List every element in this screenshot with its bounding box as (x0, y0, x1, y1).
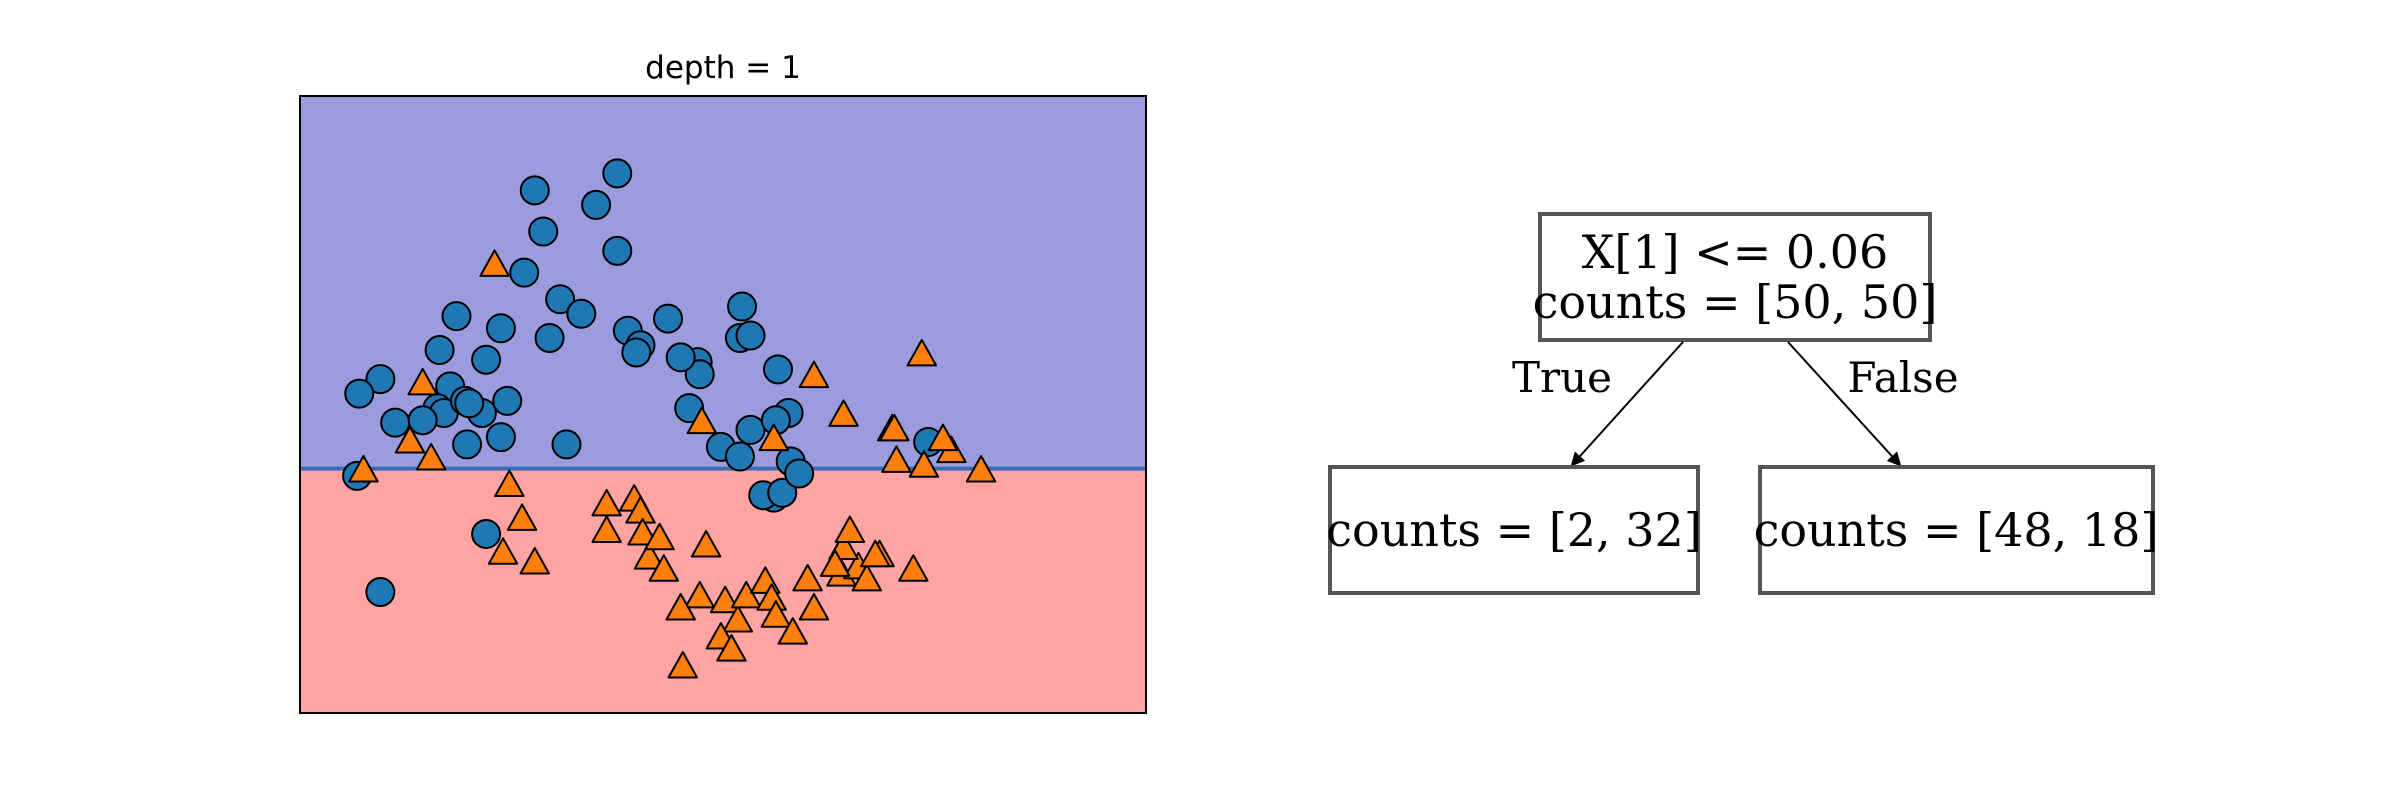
tree-edge-left: True (1512, 341, 1684, 467)
class-1-point (716, 634, 747, 662)
class-1-point (731, 580, 762, 609)
tree-node-root: X[1] <= 0.06 counts = [50, 50] (1533, 212, 1938, 342)
class-1-point (633, 542, 665, 570)
class-0-point (727, 291, 758, 322)
class-0-point (485, 313, 516, 344)
class-0-point (551, 429, 582, 460)
class-1-point (648, 554, 680, 582)
class-1-point (798, 360, 830, 389)
decision-boundary-plot: depth = 1 (299, 50, 1147, 714)
class-1-point (519, 546, 551, 575)
class-1-point (898, 554, 929, 582)
decision-tree-diagram: X[1] <= 0.06 counts = [50, 50] True Fals… (1326, 212, 2159, 595)
class-0-point (784, 458, 815, 489)
class-1-point (965, 455, 997, 483)
edge-label-false: False (1847, 353, 1958, 402)
class-0-point (452, 429, 483, 460)
class-1-point (908, 450, 940, 478)
tree-node-right-leaf: counts = [48, 18] (1754, 465, 2159, 595)
class-0-point (653, 303, 684, 334)
class-0-point (735, 320, 766, 351)
class-1-point (906, 338, 938, 367)
class-1-point (690, 530, 722, 558)
class-1-point (494, 469, 525, 498)
class-0-point (441, 301, 472, 332)
class-0-point (471, 344, 502, 375)
class-1-point (627, 517, 658, 546)
class-0-point (407, 405, 438, 436)
class-1-point (644, 522, 675, 551)
class-1-point (591, 515, 622, 544)
class-1-point (684, 580, 715, 609)
class-0-point (602, 158, 633, 189)
class-1-point (860, 539, 891, 568)
class-1-point (722, 605, 754, 633)
class-0-point (365, 364, 396, 395)
class-0-point (735, 414, 766, 445)
class-0-point (767, 477, 798, 508)
class-0-point (602, 235, 633, 266)
class-1-point (407, 367, 438, 396)
class-1-point (760, 600, 792, 628)
class-0-point (485, 422, 516, 453)
class-0-point (581, 189, 612, 220)
class-1-point (851, 563, 883, 592)
root-counts-label: counts = [50, 50] (1533, 275, 1938, 329)
class-0-point (424, 335, 455, 366)
class-0-point (380, 407, 411, 438)
class-0-point (509, 257, 540, 288)
class-1-point (879, 413, 910, 442)
class-1-point (798, 592, 830, 621)
tree-node-left-leaf: counts = [2, 32] (1326, 465, 1702, 595)
class-0-point (492, 385, 523, 416)
class-0-point (724, 441, 755, 472)
class-0-point (684, 359, 715, 390)
plot-frame (299, 95, 1147, 714)
class-0-point (545, 284, 576, 315)
plot-area (299, 95, 1147, 714)
class-1-point (881, 445, 912, 473)
class-1-point (834, 515, 866, 544)
class-1-point (777, 617, 809, 645)
class-1-point (506, 503, 538, 531)
class-1-point (819, 549, 851, 577)
class-1-point (828, 399, 859, 427)
class-0-point (528, 216, 559, 247)
class-1-point (927, 423, 959, 452)
class-1-point (686, 406, 718, 435)
class-1-point (348, 455, 379, 483)
class-0-point (621, 337, 652, 368)
class-1-point (487, 537, 519, 565)
class-0-point (762, 354, 793, 385)
class-0-point (665, 342, 696, 373)
class-0-point (365, 577, 396, 608)
class-0-point (344, 378, 375, 409)
class-0-point (566, 298, 597, 329)
class-1-point (415, 442, 447, 471)
class-1-point (792, 563, 823, 592)
plot-title: depth = 1 (645, 50, 801, 86)
class-0-point (519, 175, 550, 206)
class-1-point (667, 651, 699, 679)
class-1-point (665, 592, 696, 621)
root-split-label: X[1] <= 0.06 (1582, 225, 1889, 279)
class-1-point (758, 423, 790, 452)
left-leaf-counts-label: counts = [2, 32] (1326, 503, 1702, 557)
class-0-point (534, 322, 565, 353)
class-0-point (454, 388, 485, 419)
class-1-point (479, 249, 510, 277)
class-1-point (591, 488, 622, 517)
edge-label-true: True (1512, 353, 1612, 402)
tree-edge-right: False (1787, 341, 1959, 467)
right-leaf-counts-label: counts = [48, 18] (1754, 503, 2159, 557)
class-0-point (471, 518, 502, 549)
data-points (342, 158, 997, 679)
class-1-point (394, 426, 426, 454)
